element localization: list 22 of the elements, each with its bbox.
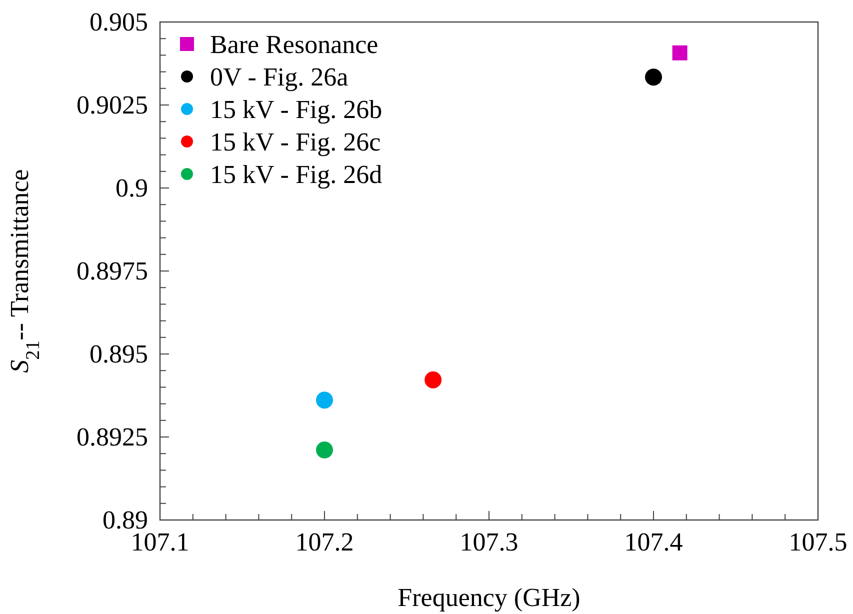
- legend-label: Bare Resonance: [210, 30, 378, 59]
- point: [316, 392, 333, 409]
- legend-label: 0V - Fig. 26a: [210, 62, 349, 92]
- point: [645, 68, 662, 86]
- x-tick-label: 107.2: [295, 527, 354, 556]
- x-axis-title: Frequency (GHz): [398, 583, 580, 612]
- point: [672, 45, 688, 60]
- y-tick-label: 0.905: [90, 7, 148, 36]
- legend-label: 15 kV - Fig. 26b: [210, 95, 382, 124]
- point: [316, 441, 333, 458]
- legend-label: 15 kV - Fig. 26d: [210, 160, 382, 189]
- y-tick-label: 0.9: [116, 173, 148, 202]
- y-tick-label: 0.9025: [76, 90, 148, 120]
- y-tick-label: 0.8975: [76, 256, 148, 286]
- y-tick-label: 0.89: [102, 505, 148, 534]
- x-tick-label: 107.4: [624, 527, 683, 556]
- x-tick-label: 107.3: [460, 527, 518, 556]
- point: [424, 371, 442, 388]
- y-tick-label: 0.8925: [76, 422, 148, 452]
- x-tick-label: 107.5: [788, 527, 848, 556]
- y-tick-label: 0.895: [90, 339, 148, 368]
- legend-label: 15 kV - Fig. 26c: [210, 128, 381, 156]
